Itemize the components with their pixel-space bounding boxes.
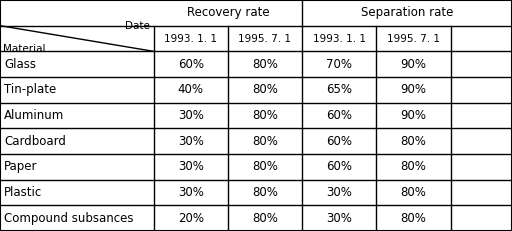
Text: 65%: 65%: [326, 83, 352, 96]
Text: 80%: 80%: [400, 160, 426, 173]
Text: Separation rate: Separation rate: [361, 6, 453, 19]
Text: 30%: 30%: [178, 109, 204, 122]
Text: 90%: 90%: [400, 83, 426, 96]
Text: 1995. 7. 1: 1995. 7. 1: [387, 33, 440, 43]
Text: 30%: 30%: [326, 186, 352, 199]
Text: 30%: 30%: [178, 135, 204, 148]
Text: 80%: 80%: [400, 212, 426, 225]
Text: Tin-plate: Tin-plate: [4, 83, 56, 96]
Text: Plastic: Plastic: [4, 186, 42, 199]
Text: 70%: 70%: [326, 58, 352, 71]
Text: 1993. 1. 1: 1993. 1. 1: [313, 33, 366, 43]
Text: 80%: 80%: [400, 135, 426, 148]
Text: 80%: 80%: [252, 109, 278, 122]
Text: 80%: 80%: [252, 58, 278, 71]
Text: 90%: 90%: [400, 109, 426, 122]
Text: 40%: 40%: [178, 83, 204, 96]
Text: Recovery rate: Recovery rate: [186, 6, 269, 19]
Text: Paper: Paper: [4, 160, 37, 173]
Text: Compound subsances: Compound subsances: [4, 212, 134, 225]
Text: Material: Material: [3, 44, 45, 54]
Text: Date: Date: [124, 21, 150, 31]
Text: 90%: 90%: [400, 58, 426, 71]
Text: 1995. 7. 1: 1995. 7. 1: [239, 33, 291, 43]
Text: 60%: 60%: [326, 109, 352, 122]
Text: Aluminum: Aluminum: [4, 109, 65, 122]
Text: 30%: 30%: [178, 186, 204, 199]
Text: 80%: 80%: [252, 212, 278, 225]
Text: Cardboard: Cardboard: [4, 135, 66, 148]
Text: 1993. 1. 1: 1993. 1. 1: [164, 33, 217, 43]
Text: 80%: 80%: [252, 160, 278, 173]
Text: 30%: 30%: [326, 212, 352, 225]
Text: 60%: 60%: [326, 135, 352, 148]
Text: Glass: Glass: [4, 58, 36, 71]
Text: 60%: 60%: [326, 160, 352, 173]
Text: 80%: 80%: [252, 186, 278, 199]
Text: 80%: 80%: [400, 186, 426, 199]
Text: 60%: 60%: [178, 58, 204, 71]
Text: 80%: 80%: [252, 135, 278, 148]
Text: 30%: 30%: [178, 160, 204, 173]
Text: 20%: 20%: [178, 212, 204, 225]
Text: 80%: 80%: [252, 83, 278, 96]
